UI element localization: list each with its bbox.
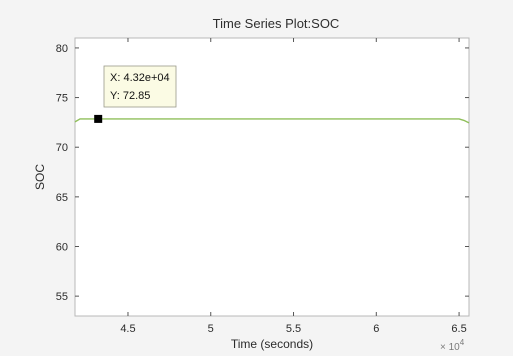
x-tick-label: 4.5	[120, 323, 135, 335]
x-exponent-power: 4	[460, 338, 465, 347]
y-axis: 55 60 65 70 75 80	[56, 43, 469, 303]
datatip-box	[103, 65, 177, 108]
x-axis-exponent: × 104	[440, 338, 465, 353]
x-tick-label: 5	[208, 323, 214, 335]
x-tick-label: 6.5	[451, 323, 466, 335]
y-tick-label: 75	[56, 93, 68, 105]
datatip-y-text: Y: 72.85	[110, 90, 150, 102]
x-axis-label: Time (seconds)	[231, 337, 313, 351]
datatip[interactable]: X: 4.32e+04 Y: 72.85	[94, 65, 177, 123]
y-tick-label: 65	[56, 192, 68, 204]
x-axis: 4.5 5 5.5 6 6.5	[120, 38, 467, 335]
y-tick-label: 70	[56, 142, 68, 154]
chart-title: Time Series Plot:SOC	[213, 16, 340, 31]
y-tick-label: 55	[56, 291, 68, 303]
series-layer	[74, 118, 470, 124]
y-tick-label: 80	[56, 43, 68, 55]
x-tick-label: 5.5	[286, 323, 301, 335]
datatip-marker[interactable]	[94, 114, 103, 123]
x-exponent-base: × 10	[440, 342, 460, 353]
y-tick-label: 60	[56, 242, 68, 254]
y-axis-label: SOC	[33, 164, 47, 190]
x-tick-label: 6	[373, 323, 379, 335]
datatip-x-text: X: 4.32e+04	[110, 72, 170, 84]
series-line-soc	[74, 118, 470, 124]
